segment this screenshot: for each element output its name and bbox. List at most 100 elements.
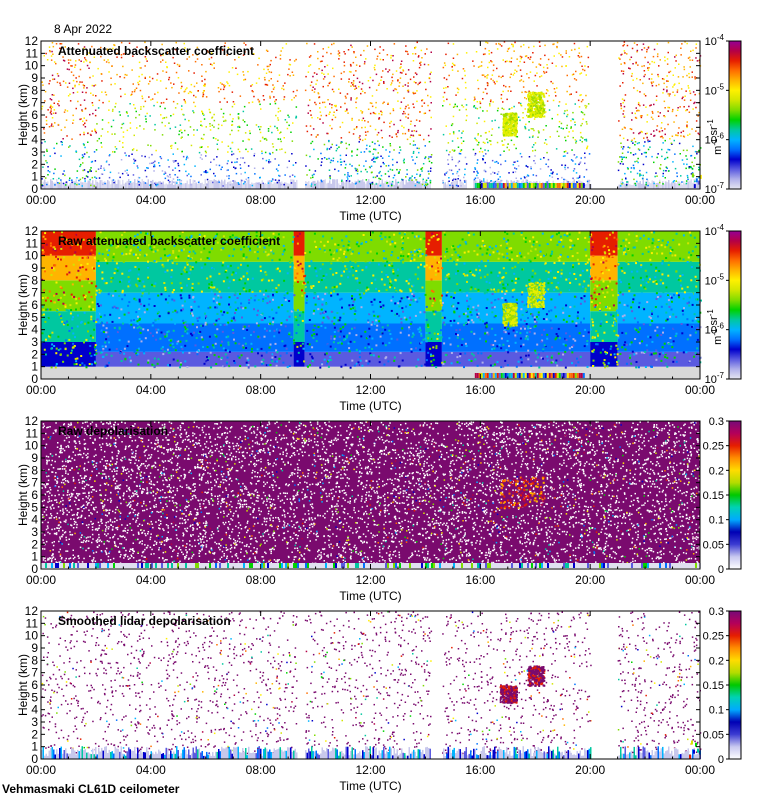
x-tick-label: 12:00 bbox=[355, 193, 385, 207]
y-axis-label: Height (km) bbox=[16, 84, 30, 146]
colorbar-tick-label: 10-4 bbox=[705, 223, 725, 238]
x-axis-label: Time (UTC) bbox=[339, 209, 401, 223]
y-tick-label: 11 bbox=[26, 46, 39, 60]
x-tick-label: 04:00 bbox=[136, 383, 166, 397]
y-tick-label: 0 bbox=[31, 182, 38, 196]
y-tick-label: 9 bbox=[31, 641, 38, 655]
x-tick-label: 00:00 bbox=[26, 193, 56, 207]
y-tick-label: 10 bbox=[25, 439, 39, 453]
panel-4: Smoothed lidar depolarisation01234567891… bbox=[16, 604, 742, 793]
y-tick-label: 1 bbox=[31, 360, 38, 374]
x-tick-label: 20:00 bbox=[575, 763, 605, 777]
data-field bbox=[41, 231, 702, 379]
x-tick-label: 08:00 bbox=[246, 193, 276, 207]
x-axis-label: Time (UTC) bbox=[339, 589, 401, 603]
y-tick-label: 3 bbox=[31, 335, 38, 349]
y-tick-label: 4 bbox=[31, 703, 38, 717]
y-tick-label: 3 bbox=[31, 145, 38, 159]
y-tick-label: 11 bbox=[26, 616, 39, 630]
y-tick-label: 7 bbox=[31, 476, 38, 490]
y-tick-label: 10 bbox=[25, 59, 39, 73]
x-axis-label: Time (UTC) bbox=[339, 779, 401, 793]
y-tick-label: 12 bbox=[25, 224, 39, 238]
colorbar-tick-label: 0.1 bbox=[709, 515, 724, 527]
x-tick-label: 20:00 bbox=[575, 193, 605, 207]
colorbar-tick-label: 10-5 bbox=[705, 272, 725, 287]
colorbar-label: m-1 sr-1 bbox=[706, 119, 724, 155]
y-tick-label: 11 bbox=[26, 236, 39, 250]
colorbar-tick-label: 0.3 bbox=[709, 606, 724, 618]
colorbar-tick-label: 0.25 bbox=[703, 441, 724, 453]
y-tick-label: 5 bbox=[31, 500, 38, 514]
colorbar-label: m-1 sr-1 bbox=[706, 309, 724, 345]
y-tick-label: 12 bbox=[25, 604, 39, 618]
y-tick-label: 2 bbox=[31, 537, 38, 551]
x-tick-label: 04:00 bbox=[136, 573, 166, 587]
panel-1: Attenuated backscatter coefficient012345… bbox=[16, 33, 742, 223]
x-tick-label: 16:00 bbox=[465, 193, 495, 207]
y-tick-label: 8 bbox=[31, 273, 38, 287]
data-field bbox=[41, 611, 702, 760]
y-tick-label: 6 bbox=[31, 298, 38, 312]
colorbar-scale bbox=[728, 610, 742, 760]
colorbar-scale bbox=[728, 40, 742, 190]
y-tick-label: 0 bbox=[31, 562, 38, 576]
x-tick-label: 20:00 bbox=[575, 383, 605, 397]
y-tick-label: 2 bbox=[31, 157, 38, 171]
y-tick-label: 7 bbox=[31, 286, 38, 300]
y-tick-label: 5 bbox=[31, 310, 38, 324]
x-tick-label: 12:00 bbox=[355, 763, 385, 777]
y-tick-label: 10 bbox=[25, 629, 39, 643]
footer-label: Vehmasmaki CL61D ceilometer bbox=[2, 782, 180, 796]
y-tick-label: 11 bbox=[26, 426, 39, 440]
colorbar-tick-label: 0.2 bbox=[709, 655, 724, 667]
x-tick-label: 08:00 bbox=[246, 763, 276, 777]
x-tick-label: 00:00 bbox=[26, 383, 56, 397]
colorbar-tick-label: 10-4 bbox=[705, 33, 725, 48]
colorbar-tick-label: 0.05 bbox=[703, 539, 724, 551]
y-tick-label: 1 bbox=[31, 550, 38, 564]
colorbar-tick-label: 0.1 bbox=[709, 705, 724, 717]
x-tick-label: 04:00 bbox=[136, 193, 166, 207]
x-tick-label: 00:00 bbox=[26, 573, 56, 587]
panel-2: Raw attenuated backscatter coefficient01… bbox=[16, 223, 742, 413]
colorbar-tick-label: 0.25 bbox=[703, 631, 724, 643]
colorbar-tick-label: 10-7 bbox=[705, 181, 725, 196]
y-axis-label: Height (km) bbox=[16, 654, 30, 716]
y-tick-label: 12 bbox=[25, 414, 39, 428]
colorbar-tick-label: 0 bbox=[718, 754, 724, 766]
colorbar-tick-label: 0.3 bbox=[709, 416, 724, 428]
y-tick-label: 3 bbox=[31, 525, 38, 539]
panel-title: Attenuated backscatter coefficient bbox=[58, 44, 254, 58]
x-tick-label: 20:00 bbox=[575, 573, 605, 587]
y-tick-label: 5 bbox=[31, 690, 38, 704]
x-tick-label: 08:00 bbox=[246, 573, 276, 587]
y-tick-label: 9 bbox=[31, 71, 38, 85]
colorbar: 0 0.05 0.1 0.15 0.2 0.25 0.3 bbox=[703, 606, 742, 766]
date-label: 8 Apr 2022 bbox=[54, 22, 112, 36]
colorbar-tick-label: 0.15 bbox=[703, 680, 724, 692]
colorbar-tick-label: 0.15 bbox=[703, 490, 724, 502]
y-tick-label: 8 bbox=[31, 653, 38, 667]
y-tick-label: 1 bbox=[31, 170, 38, 184]
x-tick-label: 00:00 bbox=[685, 193, 715, 207]
y-tick-label: 2 bbox=[31, 727, 38, 741]
y-tick-label: 10 bbox=[25, 249, 39, 263]
y-tick-label: 4 bbox=[31, 513, 38, 527]
y-tick-label: 7 bbox=[31, 96, 38, 110]
y-tick-label: 3 bbox=[31, 715, 38, 729]
y-tick-label: 12 bbox=[25, 34, 39, 48]
panel-title: Smoothed lidar depolarisation bbox=[58, 614, 231, 628]
x-tick-label: 16:00 bbox=[465, 383, 495, 397]
panel-3: Raw depolarisation0123456789101112Height… bbox=[16, 414, 742, 603]
plot-area bbox=[41, 41, 700, 189]
colorbar-tick-label: 10-7 bbox=[705, 371, 725, 386]
colorbar-tick-label: 0.2 bbox=[709, 465, 724, 477]
x-tick-label: 12:00 bbox=[355, 573, 385, 587]
y-tick-label: 6 bbox=[31, 108, 38, 122]
plot-area bbox=[41, 611, 700, 759]
colorbar-scale bbox=[728, 420, 742, 570]
data-field bbox=[41, 421, 702, 568]
colorbar: 10-7 10-6 10-5 10-4 m-1 sr-1 bbox=[705, 33, 742, 196]
x-tick-label: 00:00 bbox=[685, 763, 715, 777]
